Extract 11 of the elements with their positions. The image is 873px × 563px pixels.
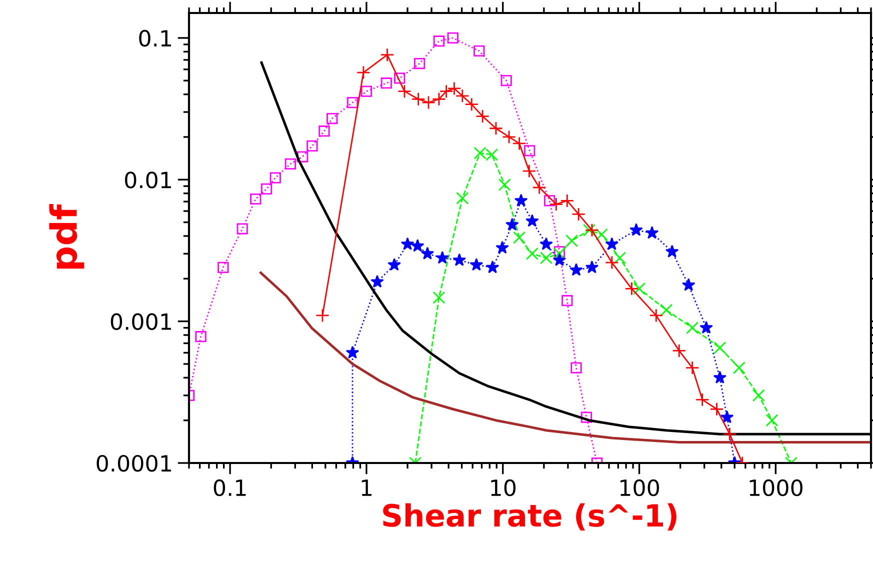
y-tick-label: 0.001 <box>110 313 171 330</box>
x-tick-label: 1000 <box>750 479 802 496</box>
y-tick-label: 0.1 <box>139 30 171 47</box>
y-axis-title: pdf <box>49 204 84 269</box>
y-tick-label: 0.01 <box>125 172 171 188</box>
y-tick-label: 0.0001 <box>96 454 171 472</box>
x-tick-label: 0.1 <box>214 479 246 496</box>
x-axis-title: Shear rate (s^-1) <box>383 503 676 531</box>
x-tick-label: 10 <box>491 479 516 496</box>
x-tick-label: 100 <box>620 479 659 496</box>
x-tick-label: 1 <box>362 480 372 496</box>
